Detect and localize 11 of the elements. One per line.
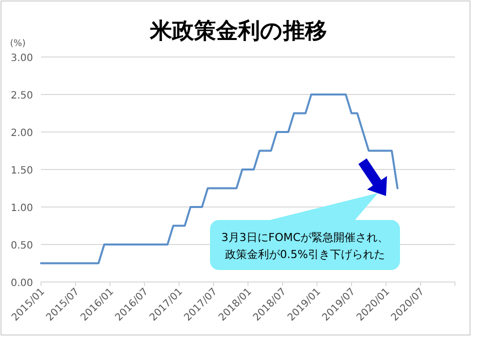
chart-title: 米政策金利の推移 (149, 19, 327, 44)
y-tick-label: 2.00 (10, 128, 33, 139)
y-tick-label: 3.00 (10, 53, 33, 64)
y-axis-title: (%) (10, 39, 26, 49)
y-tick-label: 0.50 (10, 240, 33, 252)
line-series (40, 94, 398, 264)
y-tick-label: 1.50 (10, 166, 33, 176)
y-tick-label: 1.00 (10, 203, 33, 214)
y-tick-label: 0.00 (10, 278, 33, 289)
y-tick-label: 2.50 (10, 90, 33, 102)
annotation: 3月3日にFOMCが緊急開催され、政策金利が0.5%引き下げられた (221, 231, 389, 261)
